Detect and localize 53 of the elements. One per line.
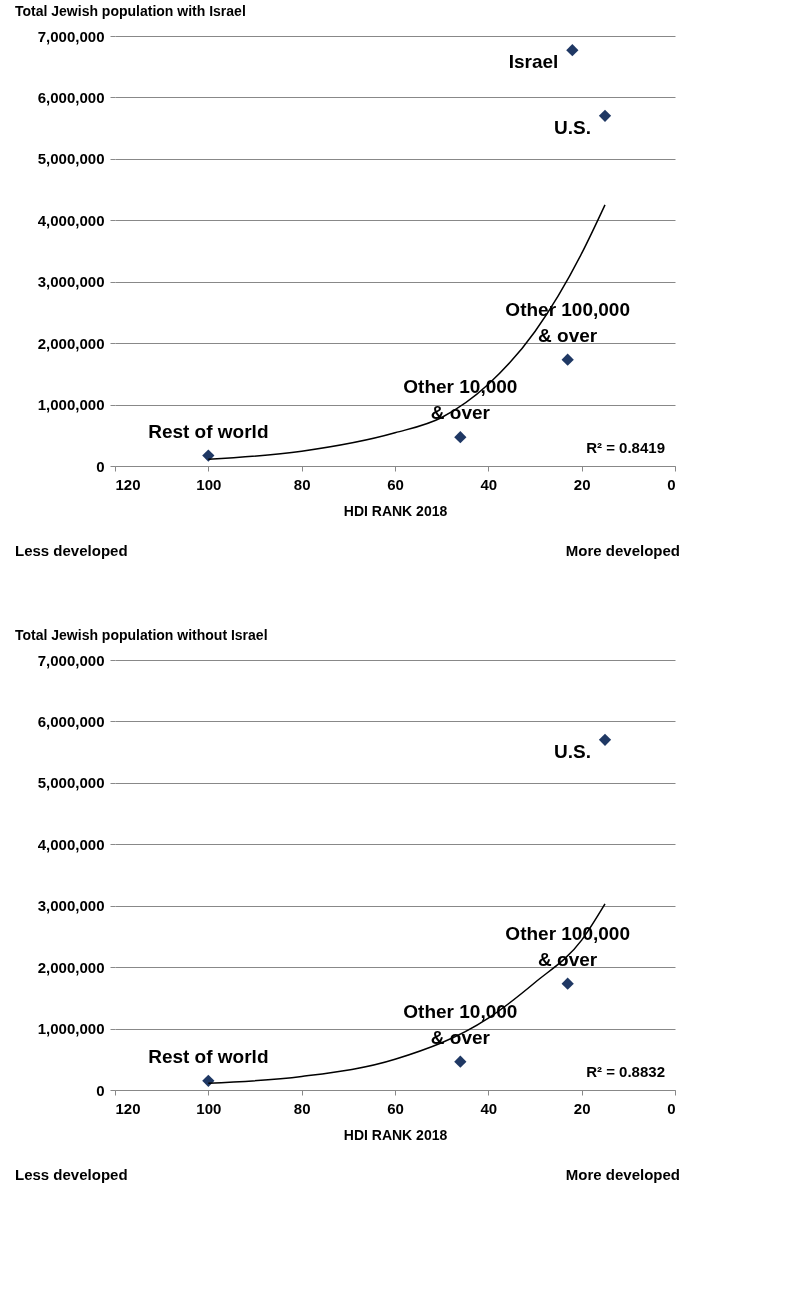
annotation: U.S. <box>554 116 591 138</box>
point <box>561 353 574 366</box>
annotation: Rest of world <box>148 1045 269 1067</box>
x-tick-label: 20 <box>573 475 591 493</box>
x-tick-label: 100 <box>196 1099 222 1117</box>
x-axis-title: HDI RANK 2018 <box>343 502 448 519</box>
annotation: R² = 0.8832 <box>586 1063 665 1080</box>
point <box>454 1055 467 1068</box>
y-tick-label: 2,000,000 <box>37 958 105 976</box>
text: Less developed <box>15 542 128 559</box>
chart-title: Total Jewish population with Israel <box>15 3 246 19</box>
annotation: Rest of world <box>148 420 269 442</box>
x-tick-label: 40 <box>480 1099 498 1117</box>
point <box>454 431 467 444</box>
x-tick-label: 20 <box>573 1099 591 1117</box>
y-tick-label: 1,000,000 <box>37 1020 105 1038</box>
point <box>598 109 612 122</box>
annotation: R² = 0.8419 <box>586 439 665 456</box>
y-tick-label: 4,000,000 <box>37 211 105 229</box>
point <box>598 733 612 746</box>
annotation: U.S. <box>554 740 591 762</box>
x-axis-title: HDI RANK 2018 <box>343 1126 448 1143</box>
x-tick-label: 80 <box>293 475 311 493</box>
x-tick-label: 0 <box>667 1099 676 1117</box>
y-tick-label: 3,000,000 <box>37 273 105 291</box>
x-tick-label: 40 <box>480 475 498 493</box>
point <box>202 449 215 462</box>
point <box>561 977 574 990</box>
point <box>566 44 579 57</box>
y-tick-label: 0 <box>96 457 105 475</box>
y-tick-label: 5,000,000 <box>37 774 105 792</box>
x-tick-label: 80 <box>293 1099 311 1117</box>
y-tick-label: 1,000,000 <box>37 396 105 414</box>
y-tick-label: 7,000,000 <box>37 651 105 669</box>
text: More developed <box>565 1166 680 1183</box>
x-tick-label: 0 <box>667 475 676 493</box>
annotation: Israel <box>508 51 559 73</box>
text: Less developed <box>15 1166 128 1183</box>
text: More developed <box>565 542 680 559</box>
x-tick-label: 60 <box>387 1099 404 1117</box>
chart-title: Total Jewish population without Israel <box>15 627 268 643</box>
y-tick-label: 0 <box>96 1081 105 1099</box>
y-tick-label: 4,000,000 <box>37 835 105 853</box>
y-tick-label: 7,000,000 <box>37 27 105 45</box>
y-tick-label: 6,000,000 <box>37 88 105 106</box>
x-tick-label: 120 <box>115 475 141 493</box>
x-tick-label: 100 <box>196 475 222 493</box>
y-tick-label: 3,000,000 <box>37 897 105 915</box>
y-tick-label: 5,000,000 <box>37 150 105 168</box>
y-tick-label: 2,000,000 <box>37 334 105 352</box>
x-tick-label: 120 <box>115 1099 141 1117</box>
x-tick-label: 60 <box>387 475 404 493</box>
y-tick-label: 6,000,000 <box>37 712 105 730</box>
